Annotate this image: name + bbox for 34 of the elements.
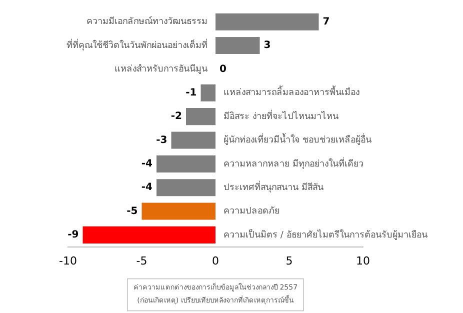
data-label: 3 xyxy=(264,40,271,52)
data-label: 0 xyxy=(220,64,226,75)
bar xyxy=(216,13,319,30)
x-tick-label: 0 xyxy=(212,254,219,268)
data-label: -3 xyxy=(156,134,168,146)
bar xyxy=(216,36,260,54)
y-tick-label: ผู้นักท่องเที่ยวมีน้ำใจ ชอบช่วยเหลือผู้อื่น xyxy=(224,132,372,146)
data-label: -1 xyxy=(186,87,197,98)
data-label: -5 xyxy=(126,206,138,217)
bar xyxy=(200,84,216,102)
data-label: 7 xyxy=(322,16,330,28)
y-tick-label: แหล่งสำหรับการฮันนีมูน xyxy=(114,64,208,75)
y-tick-label: มีอิสระ ง่ายที่จะไปไหนมาไหน xyxy=(224,108,338,122)
y-tick-label: ความหลากหลาย มีทุกอย่างในที่เดียว xyxy=(224,156,364,170)
x-tick-label: -10 xyxy=(59,254,77,268)
y-tick-label: ประเทศที่สนุกสนาน มีสีสัน xyxy=(224,180,324,193)
y-tick-label: แหล่งสามารถลิ้มลองอาหารพื้นเมือง xyxy=(224,85,360,98)
bar xyxy=(156,155,216,172)
y-tick-label: ความมีเอกลักษณ์ทางวัฒนธรรม xyxy=(86,15,208,28)
y-tick-label: ที่ที่คุณใช้ชีวิตในวันพักผ่อนอย่างเต็มที่ xyxy=(66,38,208,51)
data-label: -4 xyxy=(141,158,153,170)
bar xyxy=(156,179,216,196)
bar xyxy=(171,132,216,149)
bar xyxy=(82,226,216,244)
x-tick-label: -5 xyxy=(136,254,148,268)
data-label: -2 xyxy=(170,111,182,122)
y-tick-label: ความเป็นมิตร / อัธยาศัยไมตรีในการต้อนรับผู้มาเยือน xyxy=(224,227,428,240)
data-label: -4 xyxy=(141,182,153,194)
y-tick-label: ความปลอดภัย xyxy=(224,206,280,217)
bar xyxy=(186,108,216,126)
bar xyxy=(142,202,216,220)
data-label: -9 xyxy=(68,230,79,241)
x-tick-label: 10 xyxy=(356,254,370,268)
x-tick-label: 5 xyxy=(286,254,293,268)
